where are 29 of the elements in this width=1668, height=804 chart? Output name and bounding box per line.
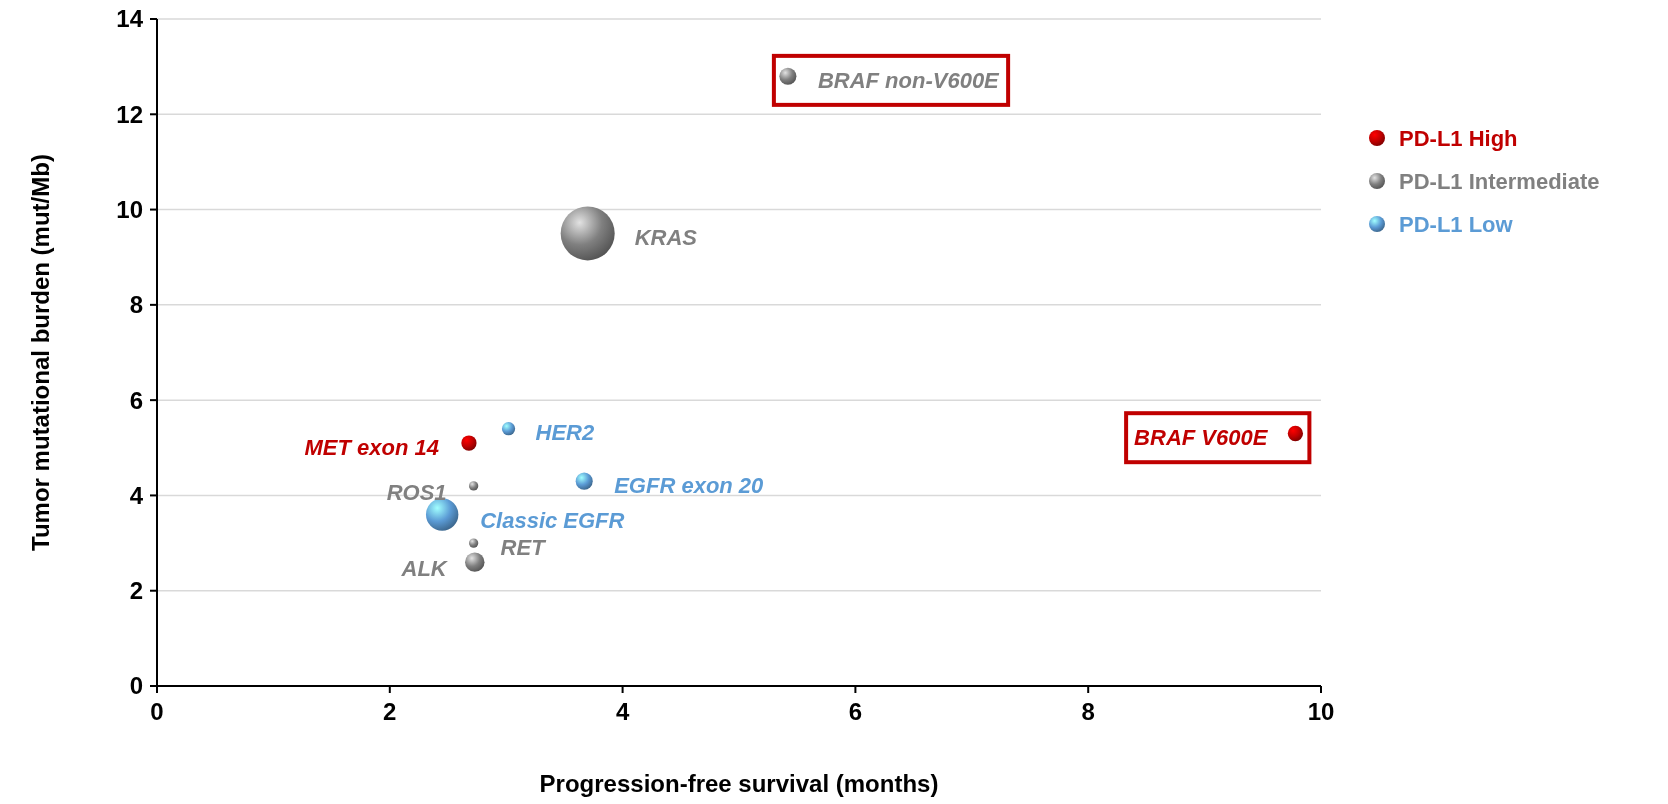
annotation: KRAS [634,225,698,251]
annotation: HER2 [535,420,595,446]
y-axis-title: Tumor mutational burden (mut/Mb) [27,154,54,551]
annotation: Classic EGFR [480,508,625,534]
x-tick-label: 10 [1307,698,1335,725]
annotation: ALK [400,555,449,581]
annotation: RET [500,534,547,560]
legend-label: PD-L1 Intermediate [1399,168,1600,194]
annotation: BRAF V600E [1134,425,1269,451]
annotation: ROS1 [386,479,447,505]
x-tick-label: 4 [615,698,630,725]
x-tick-label: 8 [1081,698,1095,725]
y-tick-label: 6 [129,386,143,414]
annotation: EGFR exon 20 [614,472,765,498]
y-tick-label: 4 [129,481,144,509]
y-tick-label: 10 [116,195,143,223]
x-tick-label: 0 [150,698,164,725]
y-tick-label: 14 [116,5,144,33]
x-tick-label: 2 [383,698,397,725]
x-tick-label: 6 [848,698,863,725]
annotation: BRAF non-V600E [817,67,1001,93]
y-tick-label: 12 [116,100,143,128]
y-tick-label: 0 [129,672,143,700]
x-axis-title: Progression-free survival (months) [539,770,939,797]
annotation: MET exon 14 [304,434,439,460]
legend-label: PD-L1 Low [1399,211,1514,237]
y-tick-label: 2 [129,577,143,605]
legend-label: PD-L1 High [1399,125,1518,151]
y-tick-label: 8 [129,291,143,319]
